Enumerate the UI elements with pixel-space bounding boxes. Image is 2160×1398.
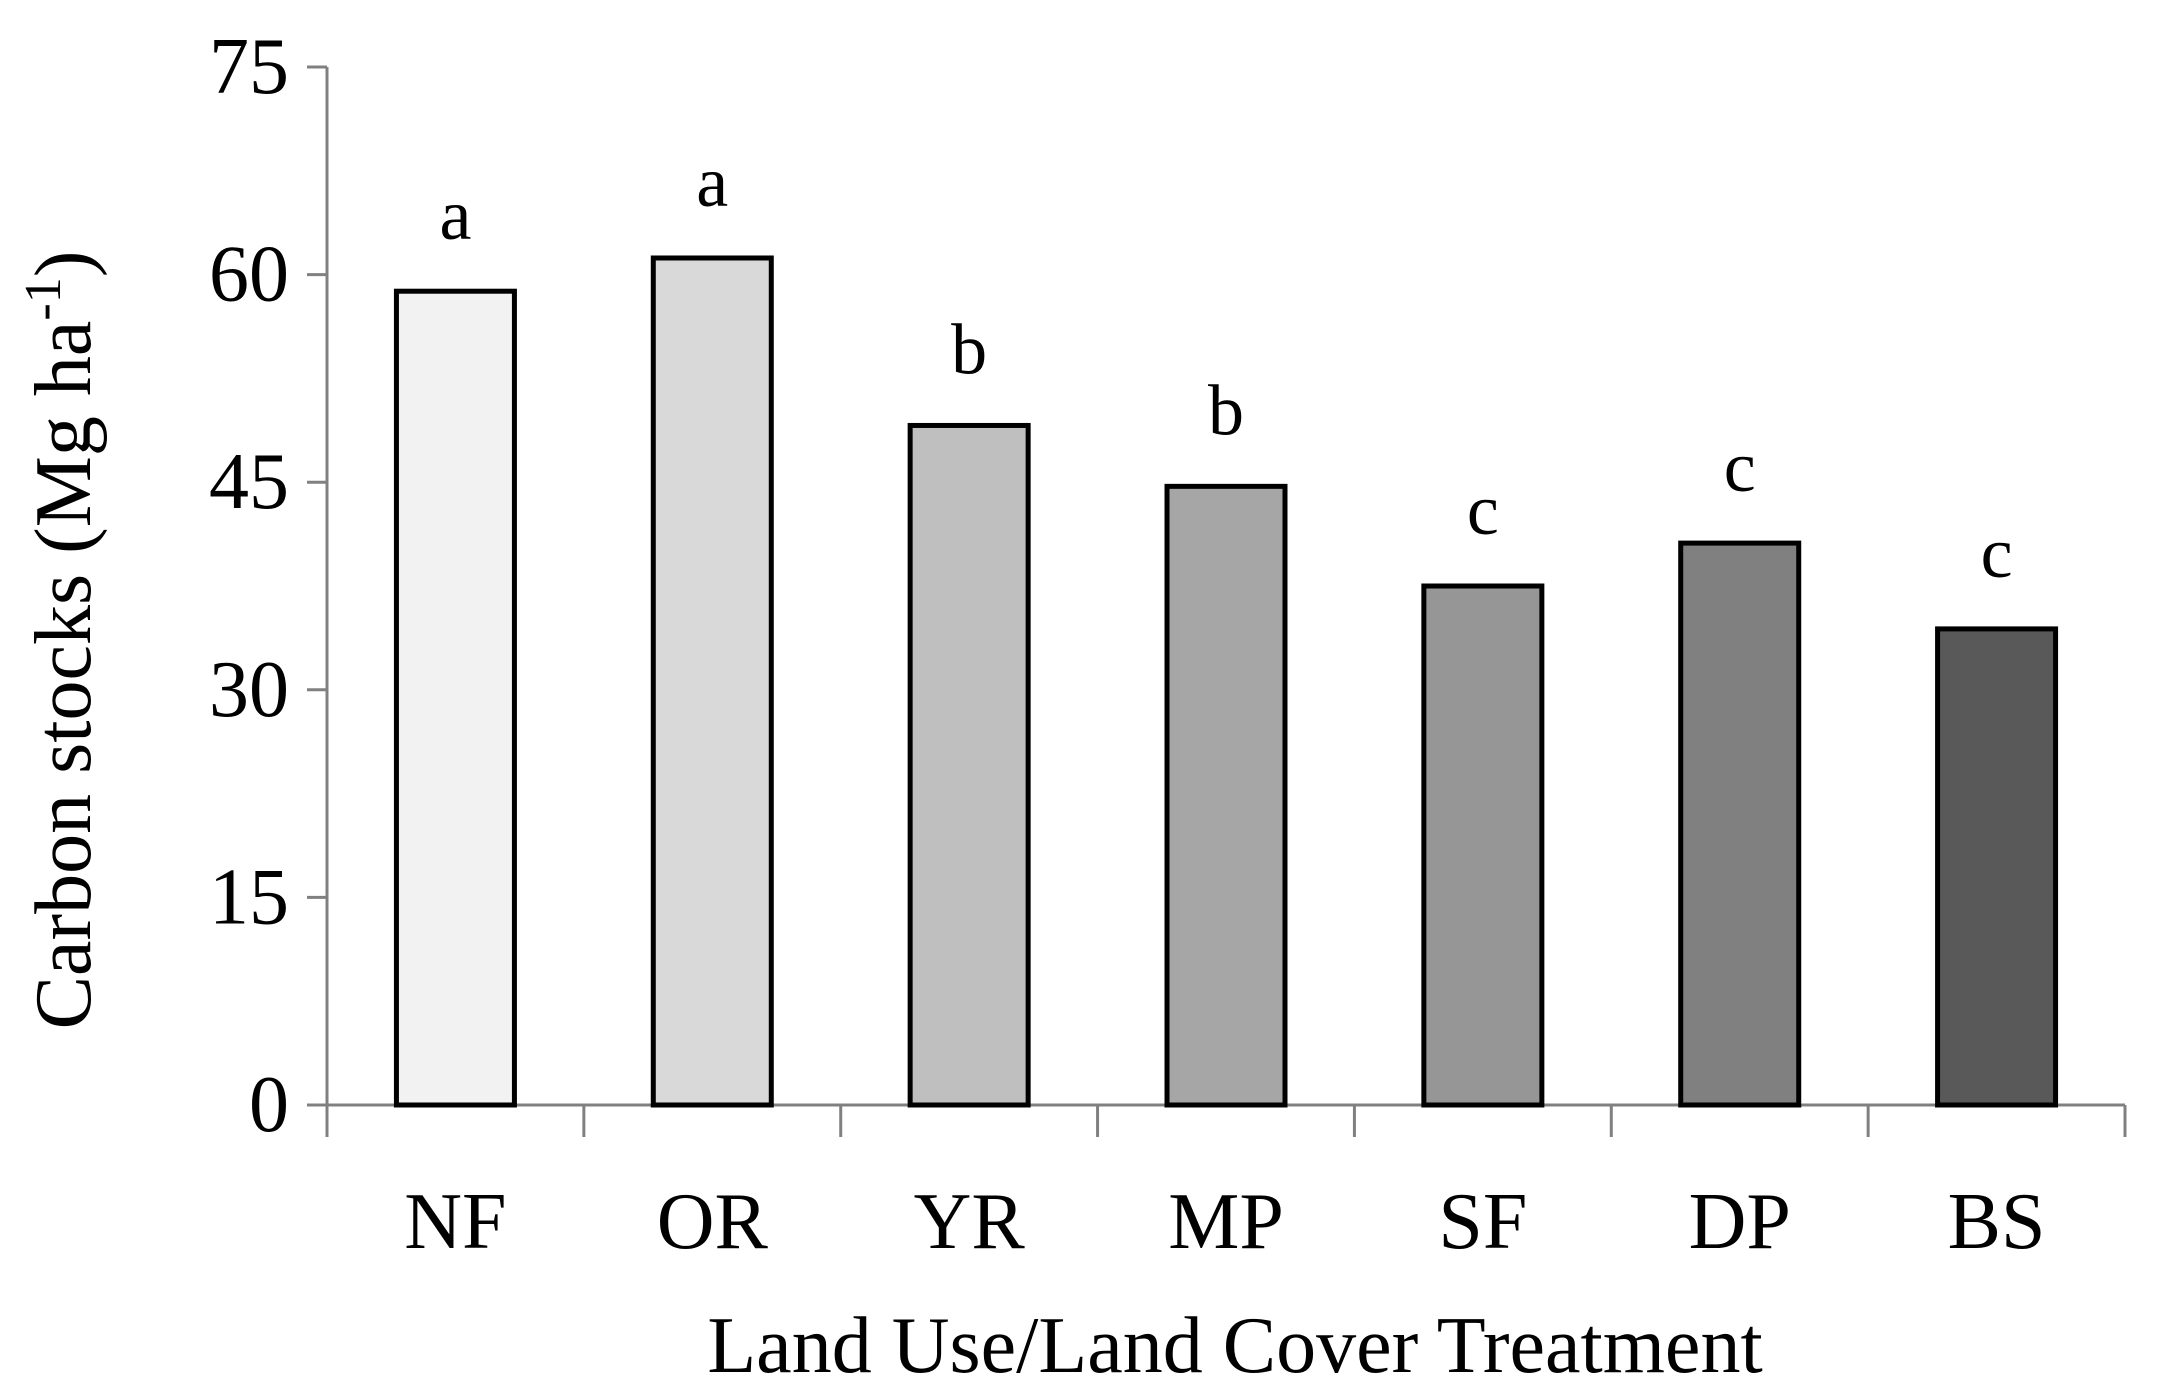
y-axis-title: Carbon stocks (Mg ha-1) <box>15 251 108 1030</box>
significance-label-bs: c <box>1981 513 2013 593</box>
significance-label-nf: a <box>439 175 471 255</box>
bar-bs <box>1935 626 2059 1108</box>
category-label-mp: MP <box>1168 1178 1284 1266</box>
significance-labels: a a b b c c c <box>439 142 2012 593</box>
significance-label-dp: c <box>1724 427 1756 507</box>
y-tick-label: 15 <box>209 853 289 941</box>
y-tick-label: 0 <box>249 1061 289 1149</box>
category-label-or: OR <box>657 1178 769 1266</box>
bars <box>393 255 2059 1108</box>
y-tick-label: 45 <box>209 438 289 526</box>
category-labels: NF OR YR MP SF DP BS <box>404 1178 2045 1266</box>
x-axis <box>325 1103 2127 1137</box>
significance-label-mp: b <box>1208 370 1244 450</box>
y-axis-title-superscript: -1 <box>15 277 72 320</box>
y-tick-label: 60 <box>209 231 289 319</box>
bar-mp <box>1164 483 1288 1108</box>
significance-label-yr: b <box>951 309 987 389</box>
significance-label-sf: c <box>1467 470 1499 550</box>
bar-dp <box>1678 540 1802 1108</box>
x-axis-title: Land Use/Land Cover Treatment <box>707 1302 1762 1390</box>
bar-yr <box>907 422 1031 1108</box>
category-label-yr: YR <box>914 1178 1026 1266</box>
bar-or <box>650 255 774 1108</box>
y-axis: 0 15 30 45 60 75 <box>209 23 329 1149</box>
category-label-nf: NF <box>404 1178 506 1266</box>
y-tick-label: 30 <box>209 646 289 734</box>
y-axis-title-close: ) <box>20 251 108 278</box>
category-label-dp: DP <box>1689 1178 1791 1266</box>
category-label-bs: BS <box>1948 1178 2046 1266</box>
y-axis-title-main: Carbon stocks (Mg ha <box>20 321 108 1030</box>
category-label-sf: SF <box>1438 1178 1527 1266</box>
significance-label-or: a <box>696 142 728 222</box>
bar-sf <box>1421 583 1545 1108</box>
bar-nf <box>393 288 517 1108</box>
y-tick-label: 75 <box>209 23 289 111</box>
